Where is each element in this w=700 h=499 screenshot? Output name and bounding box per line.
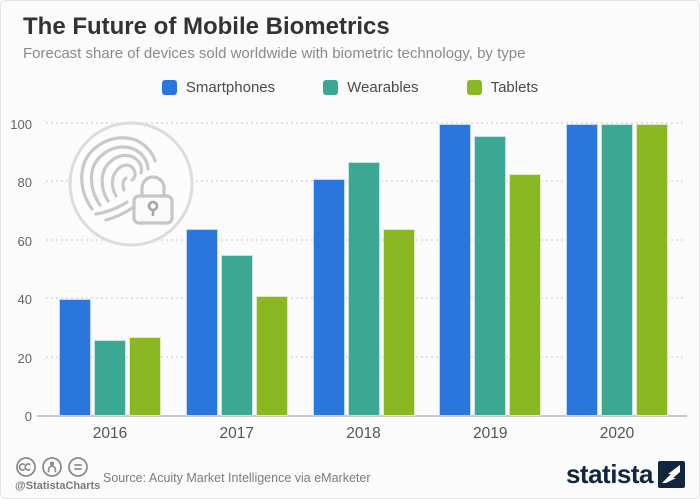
y-tick-60: 60 bbox=[17, 233, 32, 249]
chart-legend: Smartphones Wearables Tablets bbox=[1, 79, 699, 96]
legend-item-wearables: Wearables bbox=[323, 79, 419, 96]
y-tick-80: 80 bbox=[17, 175, 32, 191]
category-label-2016: 2016 bbox=[92, 425, 128, 442]
bar-group-2020: 2020 bbox=[566, 124, 668, 442]
bar-wearables-2020 bbox=[601, 124, 633, 416]
bar-tablets-2018 bbox=[382, 229, 415, 416]
legend-swatch-smartphones bbox=[161, 80, 177, 95]
plot-area: 2016 2017 2018 2019 2020 bbox=[46, 121, 686, 442]
gridline-100 bbox=[46, 122, 686, 124]
bar-smartphones-2020 bbox=[566, 124, 598, 416]
bar-tablets-2016 bbox=[129, 337, 161, 416]
y-tick-40: 40 bbox=[17, 292, 32, 308]
bar-tablets-2017 bbox=[255, 296, 288, 416]
y-tick-100: 100 bbox=[10, 117, 32, 132]
cc-icon[interactable] bbox=[15, 456, 37, 478]
equal-icon[interactable] bbox=[67, 456, 89, 478]
legend-swatch-tablets bbox=[466, 80, 482, 95]
statista-logo[interactable]: statista bbox=[566, 459, 685, 490]
legend-swatch-wearables bbox=[323, 80, 339, 95]
bar-smartphones-2017 bbox=[185, 229, 218, 416]
bar-groups: 2016 2017 2018 2019 2020 bbox=[46, 124, 686, 442]
legend-item-smartphones: Smartphones bbox=[161, 79, 276, 96]
y-tick-0: 0 bbox=[24, 409, 32, 424]
bar-group-2019: 2019 bbox=[439, 124, 542, 442]
source-text: Source: Acuity Market Intelligence via e… bbox=[103, 471, 371, 485]
legend-label: Smartphones bbox=[185, 79, 276, 96]
bar-smartphones-2018 bbox=[312, 179, 345, 416]
bar-wearables-2019 bbox=[474, 135, 507, 416]
license-icons bbox=[15, 456, 100, 478]
bar-smartphones-2016 bbox=[59, 299, 91, 416]
license-block: @StatistaCharts bbox=[15, 456, 100, 492]
bar-wearables-2017 bbox=[220, 255, 253, 416]
y-tick-20: 20 bbox=[17, 350, 32, 366]
statista-logo-mark bbox=[658, 461, 685, 488]
statista-logo-text: statista bbox=[565, 459, 654, 489]
bar-group-2016: 2016 bbox=[59, 124, 161, 442]
attribution-icon[interactable] bbox=[41, 456, 63, 478]
category-label-2019: 2019 bbox=[473, 425, 508, 442]
x-axis-line bbox=[37, 415, 687, 417]
statista-charts-handle[interactable]: @StatistaCharts bbox=[15, 480, 101, 492]
bar-smartphones-2019 bbox=[439, 124, 472, 416]
fingerprint-lock-icon bbox=[68, 121, 194, 247]
category-label-2018: 2018 bbox=[346, 425, 381, 442]
category-label-2017: 2017 bbox=[219, 425, 254, 442]
bar-wearables-2016 bbox=[94, 340, 126, 416]
bar-group-2018: 2018 bbox=[312, 124, 415, 442]
legend-label: Wearables bbox=[347, 79, 419, 96]
y-axis: 0 20 40 60 80 100 bbox=[1, 117, 38, 424]
bar-group-2017: 2017 bbox=[185, 124, 288, 442]
bar-tablets-2019 bbox=[509, 173, 542, 416]
category-label-2020: 2020 bbox=[599, 425, 635, 442]
bar-tablets-2020 bbox=[636, 124, 668, 416]
page-title: The Future of Mobile Biometrics bbox=[23, 13, 390, 40]
page-subtitle: Forecast share of devices sold worldwide… bbox=[23, 45, 526, 62]
legend-label: Tablets bbox=[490, 79, 539, 96]
bar-wearables-2018 bbox=[347, 161, 380, 416]
legend-item-tablets: Tablets bbox=[466, 79, 539, 96]
